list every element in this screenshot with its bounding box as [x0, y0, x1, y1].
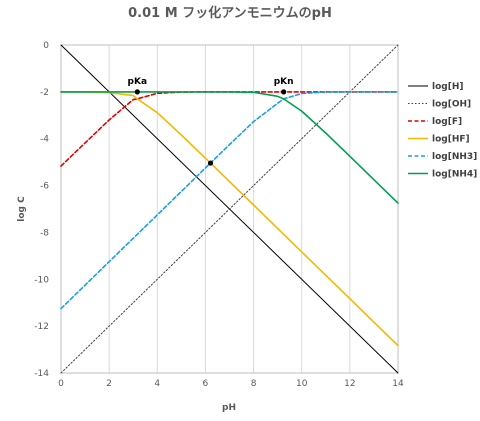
legend-label-h: log[H] [432, 82, 463, 92]
y-tick-label: 0 [43, 41, 49, 51]
marker-point [207, 160, 214, 166]
marker-label-pka: pKa [128, 77, 148, 87]
x-tick-label: 12 [344, 379, 355, 389]
x-tick-label: 4 [154, 379, 160, 389]
series-line-nh4 [60, 91, 399, 204]
legend-label-nh4: log[NH4] [432, 170, 477, 180]
y-tick-label: -2 [40, 88, 49, 98]
y-tick-label: -12 [34, 322, 49, 332]
x-tick-label: 0 [58, 379, 64, 389]
x-tick-label: 2 [106, 379, 112, 389]
y-tick-label: -8 [40, 228, 49, 238]
y-tick-label: -10 [34, 275, 49, 285]
y-tick-label: -4 [40, 135, 49, 145]
grid-lines [108, 45, 351, 373]
series-line-hf [60, 91, 399, 347]
marker-point-pkn [281, 89, 287, 95]
x-tick-label: 14 [392, 379, 404, 389]
x-axis-title: pH [222, 403, 236, 413]
y-tick-label: -6 [40, 182, 49, 192]
series-lines [60, 44, 399, 374]
series-line-oh [60, 44, 399, 374]
marker-label-pkn: pKn [274, 77, 294, 87]
x-tick-label: 6 [203, 379, 209, 389]
series-line-nh3 [60, 91, 399, 310]
legend-label-f: log[F] [432, 117, 462, 127]
plot-frame [60, 44, 399, 374]
legend-label-hf: log[HF] [432, 135, 470, 145]
x-tick-label: 8 [251, 379, 257, 389]
legend: log[H] log[OH] log[F] log[HF] log[NH3] log[NH… [408, 82, 477, 180]
legend-label-nh3: log[NH3] [432, 152, 477, 162]
y-tick-label: -14 [34, 369, 49, 379]
tick-labels: 0 2 4 6 8 10 12 14 0 -2 -4 -6 -8 -10 -12 -14 [34, 41, 404, 389]
legend-label-oh: log[OH] [432, 100, 471, 110]
markers: pKa pKn [128, 77, 294, 166]
y-axis-title: log C [17, 196, 27, 222]
marker-point-pka [134, 89, 140, 95]
chart-title: 0.01 M フッ化アンモニウムのpH [128, 5, 332, 21]
x-tick-label: 10 [296, 379, 308, 389]
